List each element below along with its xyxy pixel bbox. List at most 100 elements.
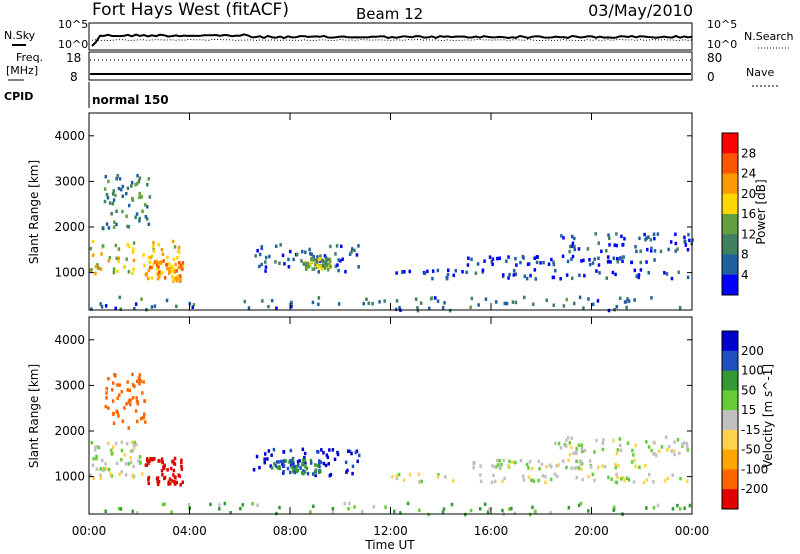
heatmap-cell: [106, 196, 110, 200]
heatmap-cell: [94, 445, 97, 449]
heatmap-cell: [395, 299, 399, 303]
heatmap-cell: [138, 176, 142, 180]
heatmap-cell: [125, 442, 129, 446]
noise-right-tick-bottom: 10^0: [707, 38, 737, 51]
heatmap-cell: [502, 273, 505, 277]
heatmap-cell: [318, 459, 321, 463]
heatmap-cell: [118, 472, 121, 477]
heatmap-cell: [686, 275, 690, 280]
heatmap-cell: [268, 254, 271, 259]
heatmap-cell: [124, 473, 128, 477]
heatmap-cell: [115, 222, 118, 227]
heatmap-cell: [669, 240, 673, 244]
heatmap-cell: [417, 472, 421, 477]
colorbar-tick-label: 16: [741, 207, 756, 221]
heatmap-cell: [340, 244, 343, 249]
heatmap-cell: [621, 475, 625, 480]
heatmap-cell: [683, 239, 686, 243]
heatmap-cell: [614, 465, 617, 470]
heatmap-cell: [311, 257, 314, 262]
heatmap-cell: [488, 255, 492, 259]
heatmap-cell: [630, 460, 634, 464]
heatmap-cell: [686, 445, 689, 449]
heatmap-cell: [263, 457, 266, 461]
heatmap-cell: [483, 259, 486, 263]
colorbar-segment: [722, 370, 738, 391]
heatmap-cell: [291, 456, 295, 461]
heatmap-cell: [580, 446, 583, 450]
heatmap-cell: [612, 508, 615, 512]
heatmap-cell: [321, 264, 324, 268]
heatmap-cell: [130, 184, 133, 188]
heatmap-cell: [256, 249, 259, 253]
heatmap-cell: [615, 472, 618, 477]
heatmap-cell: [507, 255, 510, 259]
heatmap-cell: [572, 451, 575, 455]
heatmap-cell: [686, 248, 690, 252]
heatmap-cell: [336, 452, 340, 457]
heatmap-cell: [175, 304, 178, 309]
heatmap-cell: [650, 448, 653, 453]
heatmap-cell: [395, 474, 398, 478]
heatmap-cell: [112, 411, 115, 416]
noise-right-tick-top: 10^5: [707, 18, 737, 31]
heatmap-cell: [313, 471, 316, 476]
heatmap-cell: [292, 464, 296, 469]
heatmap-cell: [647, 235, 650, 239]
heatmap-cell: [688, 238, 691, 243]
heatmap-cell: [676, 247, 679, 251]
heatmap-cell: [553, 472, 557, 476]
heatmap-cell: [160, 271, 164, 275]
heatmap-cell: [511, 460, 514, 464]
heatmap-cell: [275, 306, 278, 310]
heatmap-cell: [568, 453, 572, 457]
heatmap-cell: [616, 475, 619, 480]
heatmap-cell: [289, 448, 293, 453]
heatmap-cell: [616, 448, 620, 452]
x-tick-label: 00:00: [72, 524, 107, 538]
heatmap-cell: [115, 209, 118, 213]
heatmap-cell: [580, 462, 584, 466]
heatmap-cell: [289, 249, 292, 254]
heatmap-cell: [607, 233, 610, 237]
heatmap-cell: [94, 448, 97, 452]
heatmap-cell: [344, 269, 347, 274]
heatmap-cell: [529, 512, 532, 517]
heatmap-cell: [179, 263, 183, 268]
heatmap-cell: [637, 273, 641, 277]
heatmap-cell: [495, 300, 498, 304]
heatmap-cell: [691, 238, 694, 242]
heatmap-cell: [132, 443, 136, 447]
heatmap-cell: [597, 465, 600, 470]
heatmap-cell: [397, 472, 401, 477]
heatmap-cell: [577, 443, 581, 447]
heatmap-cell: [580, 467, 583, 471]
heatmap-cell: [133, 445, 136, 450]
velocity-heatmap: [89, 372, 692, 517]
heatmap-cell: [434, 296, 437, 300]
heatmap-cell: [445, 275, 448, 280]
heatmap-cell: [264, 260, 267, 264]
heatmap-cell: [328, 448, 331, 452]
heatmap-cell: [120, 440, 124, 444]
heatmap-cell: [99, 473, 102, 477]
heatmap-cell: [180, 465, 183, 469]
heatmap-cell: [627, 299, 631, 303]
x-axis-label: Time UT: [364, 538, 415, 552]
cpid-label: CPID: [4, 90, 33, 103]
heatmap-cell: [634, 443, 637, 448]
heatmap-cell: [174, 268, 177, 272]
heatmap-cell: [171, 274, 174, 279]
noise-left-label: N.Sky: [4, 29, 36, 42]
heatmap-cell: [138, 461, 142, 465]
heatmap-cell: [501, 508, 504, 513]
heatmap-cell: [180, 467, 184, 471]
heatmap-cell: [107, 259, 111, 263]
heatmap-cell: [126, 388, 129, 392]
heatmap-cell: [143, 412, 146, 416]
heatmap-cell: [643, 232, 646, 237]
heatmap-cell: [591, 472, 595, 477]
heatmap-cell: [127, 225, 131, 229]
heatmap-cell: [479, 479, 483, 483]
